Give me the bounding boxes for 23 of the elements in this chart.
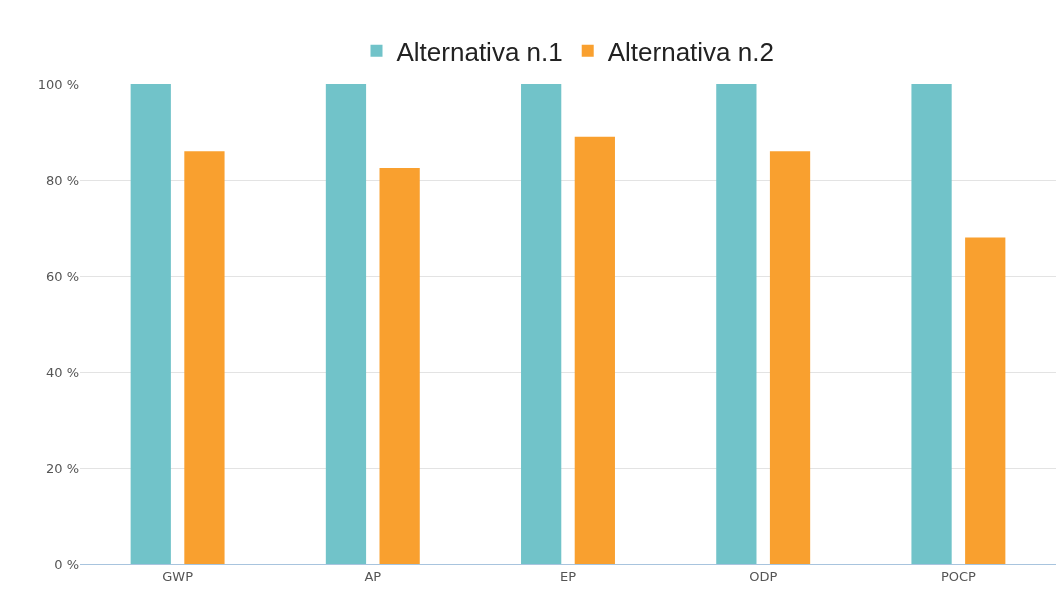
legend-label: Alternativa n.1 [396,36,563,67]
y-tick-label: 80 % [45,172,79,188]
bar [965,237,1006,564]
x-tick-label: GWP [162,568,194,584]
x-tick-label: EP [559,568,577,584]
bar [574,136,615,564]
x-tick-label: ODP [749,568,778,584]
bar [184,151,225,564]
bar [911,84,952,564]
y-tick-label: 20 % [45,460,79,476]
bar [379,168,420,564]
x-tick-label: AP [364,568,382,584]
bar [769,151,811,564]
legend-label: Alternativa n.2 [607,36,774,67]
y-tick-label: 100 % [37,76,79,92]
y-tick-label: 0 % [54,556,79,572]
x-tick-label: POCP [940,568,977,584]
bar [521,84,562,564]
bar [716,84,757,564]
bar [130,84,171,564]
bar [325,84,367,564]
y-tick-label: 60 % [45,268,79,284]
y-tick-label: 40 % [45,364,79,380]
